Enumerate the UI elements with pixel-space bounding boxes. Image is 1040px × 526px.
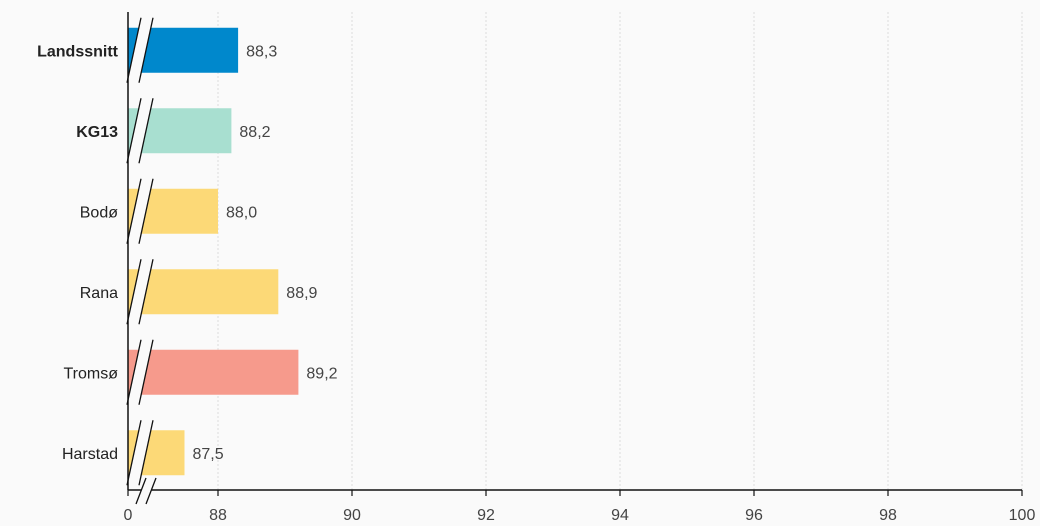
break-slash-right-6	[138, 420, 154, 486]
break-gap-6	[127, 420, 153, 486]
x-tick-label-0: 0	[124, 507, 133, 524]
x-tick-label-90: 90	[343, 507, 361, 524]
value-label-kg13: 88,2	[239, 124, 270, 141]
break-gap-1	[127, 17, 153, 83]
grid-lines	[217, 12, 1023, 490]
category-label-bodø: Bodø	[80, 204, 118, 221]
x-tick-label-100: 100	[1009, 507, 1036, 524]
value-label-bodø: 88,0	[226, 204, 257, 221]
labels: 88,3 Landssnitt 88,2 KG13 88,0 Bodø 88,9 Rana 89…	[37, 43, 1035, 524]
break-slash-right-4	[138, 259, 154, 325]
x-tick-label-88: 88	[209, 507, 227, 524]
x-tick-label-96: 96	[745, 507, 763, 524]
x-axis-break-gap	[136, 478, 156, 504]
break-gap-2	[127, 98, 153, 164]
axes	[127, 12, 1023, 505]
x-tick-label-94: 94	[611, 507, 629, 524]
break-gap-5	[127, 339, 153, 405]
value-label-harstad: 87,5	[193, 446, 224, 463]
value-label-rana: 88,9	[286, 285, 317, 302]
break-slash-left-4	[126, 259, 142, 325]
x-axis-break-slash-right	[145, 477, 157, 505]
break-slash-left-6	[126, 420, 142, 486]
break-slash-right-5	[138, 339, 154, 405]
category-label-landssnitt: Landssnitt	[37, 43, 119, 60]
x-axis-break-slash-left	[135, 477, 147, 505]
break-gap-4	[127, 259, 153, 325]
value-label-landssnitt: 88,3	[246, 43, 277, 60]
category-label-kg13: KG13	[76, 124, 118, 141]
break-gap-3	[127, 178, 153, 244]
break-slash-left-1	[126, 17, 142, 83]
axis-break-marks	[126, 17, 154, 486]
x-tick-label-92: 92	[477, 507, 495, 524]
category-label-harstad: Harstad	[62, 446, 118, 463]
value-label-tromsø: 89,2	[306, 365, 337, 382]
category-label-tromsø: Tromsø	[63, 365, 118, 382]
x-tick-label-98: 98	[879, 507, 897, 524]
break-slash-right-1	[138, 17, 154, 83]
bar-tromsø	[128, 349, 299, 395]
break-slash-right-3	[138, 178, 154, 244]
break-slash-left-5	[126, 339, 142, 405]
bar-rana	[128, 269, 279, 315]
break-slash-left-2	[126, 98, 142, 164]
break-slash-right-2	[138, 98, 154, 164]
category-label-rana: Rana	[80, 285, 118, 302]
break-slash-left-3	[126, 178, 142, 244]
bars	[128, 27, 299, 476]
